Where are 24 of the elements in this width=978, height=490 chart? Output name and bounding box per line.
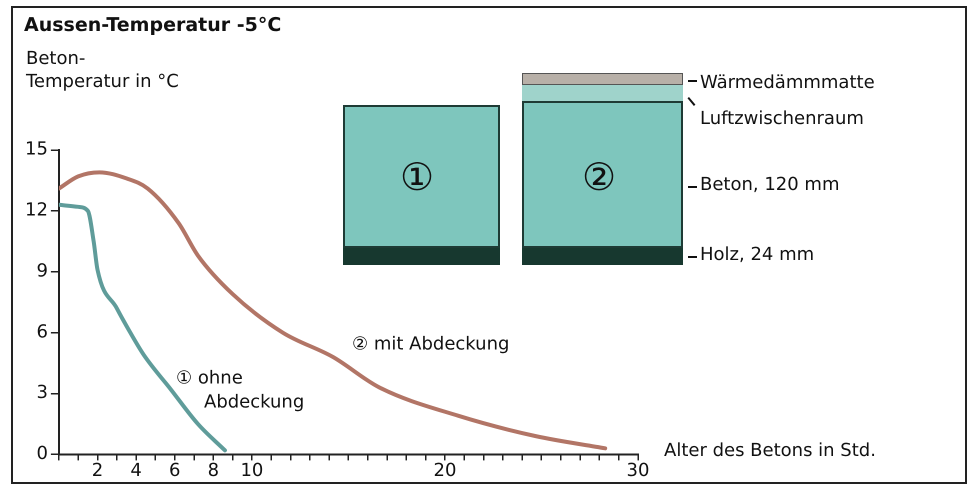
- x-tick-label: 8: [208, 460, 220, 481]
- x-tick-label: 10: [240, 460, 264, 481]
- series-label: ② mit Abdeckung: [352, 334, 510, 355]
- x-tick-label: 2: [92, 460, 104, 481]
- annotation: ②: [582, 154, 616, 201]
- x-tick-label: 20: [434, 460, 456, 481]
- y-axis-title: Beton-Temperatur in °C: [26, 48, 179, 93]
- text: Wärmedämmmatte: [700, 72, 875, 94]
- annotation: ①: [400, 154, 434, 201]
- text: Beton, 120 mm: [700, 174, 840, 196]
- text: Holz, 24 mm: [700, 244, 814, 266]
- series-label: ① ohne Abdeckung: [176, 368, 304, 413]
- chart-title: Aussen-Temperatur -5°C: [24, 14, 282, 38]
- text: Luftzwischenraum: [700, 108, 864, 130]
- x-tick-label: 6: [168, 460, 180, 481]
- y-tick-label: 15: [25, 138, 48, 160]
- x-tick-label: 4: [130, 460, 142, 481]
- x-axis-title: Alter des Betons in Std.: [664, 440, 876, 462]
- x-tick-label: 30: [626, 460, 650, 481]
- y-tick-label: 3: [36, 382, 48, 404]
- y-tick-label: 12: [25, 200, 48, 221]
- y-tick-label: 0: [36, 443, 48, 464]
- y-tick-label: 6: [36, 321, 48, 342]
- y-tick-label: 9: [36, 260, 48, 282]
